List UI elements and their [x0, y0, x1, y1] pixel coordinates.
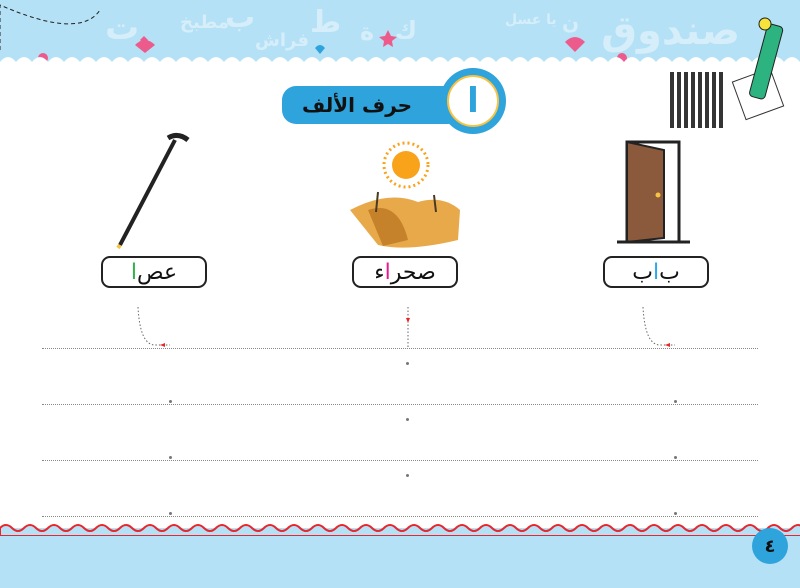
- trace-guide: [642, 306, 675, 347]
- word-part: ء: [374, 259, 385, 285]
- writing-line[interactable]: [42, 460, 758, 461]
- qr-code[interactable]: [670, 72, 726, 128]
- alif-highlight: ا: [384, 259, 391, 285]
- start-dot: [406, 418, 409, 421]
- alif-highlight: ا: [652, 259, 660, 285]
- alif-highlight: ا: [130, 259, 138, 285]
- word-part: صحر: [390, 259, 436, 285]
- word-part: ب: [632, 259, 653, 285]
- cane-picture: [116, 132, 190, 250]
- start-dot: [674, 400, 677, 403]
- writing-line[interactable]: [42, 348, 758, 349]
- pencil-mascot-icon: [731, 17, 785, 121]
- trace-guide: [137, 306, 170, 347]
- decor-word: ط: [310, 5, 342, 40]
- lesson-title: حرف الألف: [282, 86, 462, 124]
- start-dot: [406, 474, 409, 477]
- header-band: صندوق ت مطبخ ب فراش ط ة ك يا عسل ن: [0, 0, 800, 63]
- start-dot: [406, 362, 409, 365]
- door-picture: [617, 140, 690, 244]
- title-text: حرف الألف: [301, 93, 413, 117]
- word-asa: عص ا: [101, 256, 207, 288]
- start-dot: [674, 512, 677, 515]
- top-wave: [0, 57, 800, 72]
- decor-word: ن: [562, 10, 580, 34]
- word-sahra: صحر ا ء: [352, 256, 458, 288]
- footer-band: [0, 528, 800, 588]
- desert-picture: [350, 141, 460, 248]
- start-dot: [674, 456, 677, 459]
- decor-word: ب: [225, 0, 256, 35]
- decor-word: مطبخ: [180, 12, 229, 33]
- page-number: ٤: [752, 528, 788, 564]
- decor-word: ة: [360, 18, 375, 46]
- start-dot: [169, 456, 172, 459]
- decor-word: فراش: [255, 30, 309, 51]
- word-part: عص: [137, 259, 178, 285]
- start-dot: [169, 400, 172, 403]
- decor-word: يا عسل: [505, 12, 557, 28]
- decor-word: ك: [395, 16, 417, 44]
- badge-letter: ا: [447, 75, 499, 127]
- word-part: ب: [659, 259, 680, 285]
- decor-word: ت: [105, 8, 140, 48]
- writing-line[interactable]: [42, 404, 758, 405]
- letter-badge: ا: [440, 68, 506, 134]
- trace-guide: [406, 307, 410, 347]
- writing-line[interactable]: [42, 516, 758, 517]
- decor-word: صندوق: [601, 8, 740, 54]
- start-dot: [169, 512, 172, 515]
- footer-wave: [0, 524, 800, 536]
